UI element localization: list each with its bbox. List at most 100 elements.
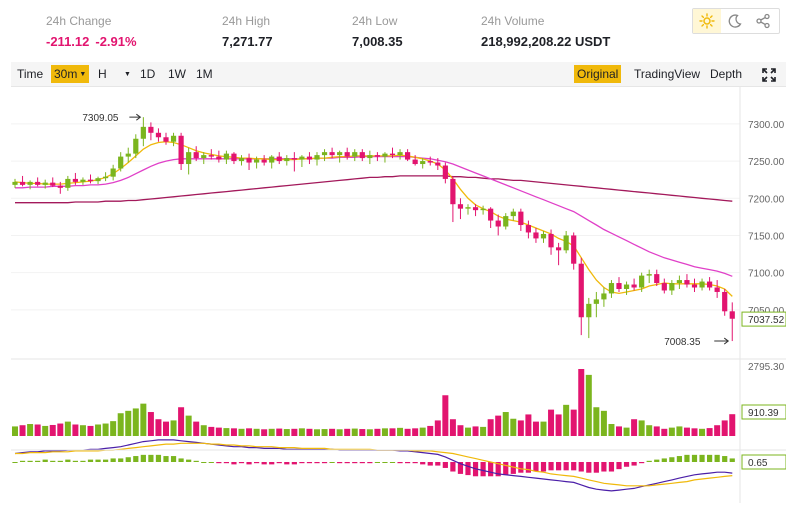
macd-histogram-bar bbox=[616, 462, 622, 470]
candle-body bbox=[155, 132, 162, 138]
macd-histogram-bar bbox=[518, 462, 524, 473]
volume-bar bbox=[19, 425, 26, 436]
time-button[interactable]: Time bbox=[17, 67, 44, 81]
volume-bar bbox=[419, 427, 426, 436]
interval-1d-button[interactable]: 1D bbox=[140, 67, 156, 81]
depth-button[interactable]: Depth bbox=[710, 67, 743, 81]
macd-histogram-bar bbox=[155, 454, 162, 462]
macd-histogram-bar bbox=[480, 462, 486, 477]
candle-body bbox=[669, 283, 675, 291]
volume-bar bbox=[389, 428, 396, 436]
candle-body bbox=[367, 155, 373, 159]
volume-bar bbox=[412, 428, 419, 436]
volume-max-label: 2795.30 bbox=[748, 362, 785, 373]
candle-body bbox=[631, 284, 637, 288]
macd-histogram-bar bbox=[118, 458, 124, 462]
interval-1w-button[interactable]: 1W bbox=[168, 67, 186, 81]
macd-histogram-bar bbox=[329, 462, 335, 463]
original-view-button[interactable]: Original bbox=[574, 65, 622, 83]
volume-bar bbox=[691, 428, 698, 436]
macd-histogram-bar bbox=[457, 462, 464, 474]
volume-bar bbox=[729, 414, 736, 436]
volume-bar bbox=[125, 410, 132, 436]
candlestick-chart[interactable]: 7300.00 7250.00 7200.00 7150.00 7100.00 7050.… bbox=[11, 87, 787, 503]
candle-body bbox=[586, 303, 592, 318]
macd-histogram-bar bbox=[669, 457, 675, 462]
candle-body bbox=[87, 179, 94, 182]
chart-area[interactable]: 7300.00 7250.00 7200.00 7150.00 7100.00 7050.… bbox=[11, 87, 787, 503]
volume-bar bbox=[608, 424, 615, 436]
macd-histogram-bar bbox=[163, 456, 169, 462]
volume-bar bbox=[699, 428, 706, 436]
fullscreen-icon[interactable] bbox=[759, 65, 779, 83]
candle-body bbox=[608, 283, 615, 294]
macd-histogram-bar bbox=[65, 459, 71, 462]
volume-bar bbox=[261, 429, 268, 436]
ticker-stats: 24h Change -211.12 -2.91% 24h High 7,271.… bbox=[0, 0, 797, 62]
macd-histogram-bar bbox=[19, 460, 26, 462]
volume-bar bbox=[329, 428, 336, 436]
candle-body bbox=[19, 181, 26, 185]
candle-body bbox=[27, 181, 33, 185]
candle-body bbox=[442, 165, 448, 179]
volume-bar bbox=[12, 426, 18, 436]
share-icon[interactable] bbox=[749, 9, 777, 33]
candle-body bbox=[699, 281, 705, 288]
interval-30m-dropdown[interactable]: 30m ▼ bbox=[51, 65, 90, 83]
macd-histogram-bar bbox=[12, 462, 18, 463]
macd-histogram-bar bbox=[216, 462, 222, 464]
moon-icon[interactable] bbox=[721, 9, 749, 33]
axis-labels: 7300.00 7250.00 7200.00 7150.00 7100.00 7050.… bbox=[82, 113, 787, 470]
macd-histogram-bar bbox=[525, 462, 531, 473]
macd-histogram-bar bbox=[495, 462, 501, 477]
candle-body bbox=[50, 182, 56, 186]
volume-bar bbox=[298, 428, 305, 436]
volume-bar bbox=[668, 427, 675, 436]
macd-histogram-bar bbox=[646, 460, 652, 462]
macd-histogram-bar bbox=[27, 460, 33, 462]
candle-body bbox=[216, 156, 222, 160]
volume-bar bbox=[397, 427, 404, 436]
macd-histogram-bar bbox=[314, 462, 320, 464]
macd-histogram-bar bbox=[389, 462, 396, 463]
candle-body bbox=[140, 126, 146, 139]
macd-histogram-bar bbox=[435, 462, 441, 466]
candle-body bbox=[118, 156, 124, 169]
tradingview-button[interactable]: TradingView bbox=[634, 67, 701, 81]
volume-bar bbox=[585, 374, 592, 436]
volume-bar bbox=[132, 408, 139, 436]
stat-value: 7,008.35 bbox=[352, 34, 403, 49]
ma-slow-line bbox=[15, 175, 733, 204]
macd-histogram-bar bbox=[254, 462, 260, 464]
candle-body bbox=[276, 156, 282, 162]
hour-caret[interactable]: ▼ bbox=[119, 65, 134, 83]
macd-histogram-bar bbox=[299, 462, 305, 464]
volume-bar bbox=[253, 428, 260, 436]
macd-histogram-bar bbox=[72, 460, 78, 462]
price-tick-label: 7200.00 bbox=[748, 194, 785, 205]
macd-histogram-bar bbox=[352, 462, 358, 464]
volume-bar bbox=[185, 415, 192, 436]
stat-24h-volume: 24h Volume 218,992,208.22 USDT bbox=[481, 14, 610, 49]
candle-body bbox=[623, 284, 630, 289]
volume-bars bbox=[12, 369, 736, 436]
volume-bar bbox=[548, 409, 555, 436]
macd-histogram-bar bbox=[95, 459, 101, 462]
volume-bar bbox=[200, 425, 207, 436]
hour-dropdown[interactable]: H bbox=[95, 65, 110, 83]
macd-histogram-bar bbox=[503, 462, 509, 476]
candle-body bbox=[125, 153, 131, 157]
interval-1m-button[interactable]: 1M bbox=[196, 67, 213, 81]
volume-bar bbox=[238, 428, 245, 436]
volume-bar bbox=[366, 429, 373, 436]
candle-body bbox=[178, 135, 184, 165]
macd-histogram-bar bbox=[87, 459, 94, 462]
macd-histogram-bar bbox=[676, 456, 682, 462]
macd-histogram-bar bbox=[133, 456, 139, 462]
sun-icon[interactable] bbox=[693, 9, 721, 33]
macd-histogram-bar bbox=[178, 458, 184, 462]
candle-body bbox=[35, 181, 41, 185]
macd-histogram-bar bbox=[661, 458, 667, 462]
macd-histogram-bar bbox=[397, 462, 403, 464]
volume-bar bbox=[578, 369, 585, 436]
